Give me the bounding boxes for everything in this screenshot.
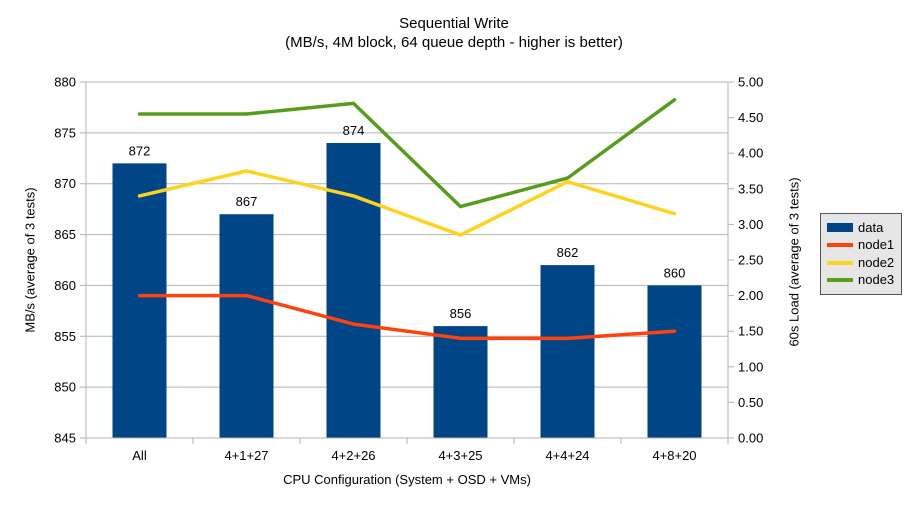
legend-item-node1: node1 [827,238,901,252]
x-category-label: 4+1+27 [224,448,268,463]
right-axis-title: 60s Load (average of 3 tests) [786,177,802,347]
x-category-label: All [132,448,147,463]
bar-All [112,163,167,438]
y-right-tick-label: 2.50 [738,253,763,268]
bar-4+1+27 [219,214,274,438]
legend-swatch-node2 [827,260,853,265]
legend-item-node2: node2 [827,254,901,270]
bar-value-label: 874 [343,123,365,138]
y-right-tick-label: 4.00 [738,146,763,161]
y-left-tick-label: 845 [54,431,76,446]
legend-swatch-node3 [827,278,853,283]
x-category-label: 4+3+25 [438,448,482,463]
legend-label-data: data [858,219,884,235]
legend-label-node2: node2 [858,254,895,270]
bar-4+4+24 [540,265,595,438]
line-node2 [137,169,677,237]
x-axis-title: CPU Configuration (System + OSD + VMs) [283,472,531,487]
x-category-label: 4+2+26 [331,448,375,463]
x-category-label: 4+8+20 [652,448,696,463]
y-right-tick-label: 3.50 [738,181,763,196]
legend: data node1 node2 node3 [820,213,902,295]
y-left-tick-label: 855 [54,329,76,344]
legend-label-node1: node1 [858,237,895,253]
bar-4+3+25 [433,326,488,438]
bar-value-label: 860 [664,265,686,280]
legend-label-node3: node3 [858,272,895,288]
y-left-tick-label: 875 [54,125,76,140]
bar-value-label: 872 [129,143,151,158]
y-right-tick-label: 4.50 [738,110,763,125]
y-left-tick-label: 880 [54,75,76,90]
chart-subtitle: (MB/s, 4M block, 64 queue depth - higher… [285,34,623,51]
y-left-tick-label: 860 [54,278,76,293]
y-right-tick-label: 1.50 [738,324,763,339]
legend-item-data: data [827,219,901,235]
bar-value-label: 862 [557,245,579,260]
chart-title: Sequential Write [399,15,509,32]
line-node1 [137,293,677,341]
legend-item-node3: node3 [827,273,901,287]
y-left-tick-label: 850 [54,380,76,395]
y-right-tick-label: 0.50 [738,395,763,410]
bar-value-label: 867 [236,194,258,209]
bar-value-label: 856 [450,306,472,321]
y-left-tick-label: 870 [54,176,76,191]
y-right-tick-label: 1.00 [738,359,763,374]
x-category-label: 4+4+24 [545,448,589,463]
y-right-tick-label: 0.00 [738,431,763,446]
legend-swatch-node1 [827,243,853,248]
y-right-tick-label: 2.00 [738,288,763,303]
line-node3 [137,98,677,209]
y-right-tick-label: 3.00 [738,217,763,232]
left-axis-title: MB/s (average of 3 tests) [22,187,38,333]
bar-4+2+26 [326,143,381,438]
y-left-tick-label: 865 [54,227,76,242]
legend-swatch-data [827,223,853,233]
y-right-tick-label: 5.00 [738,75,763,90]
bar-4+8+20 [647,285,702,438]
